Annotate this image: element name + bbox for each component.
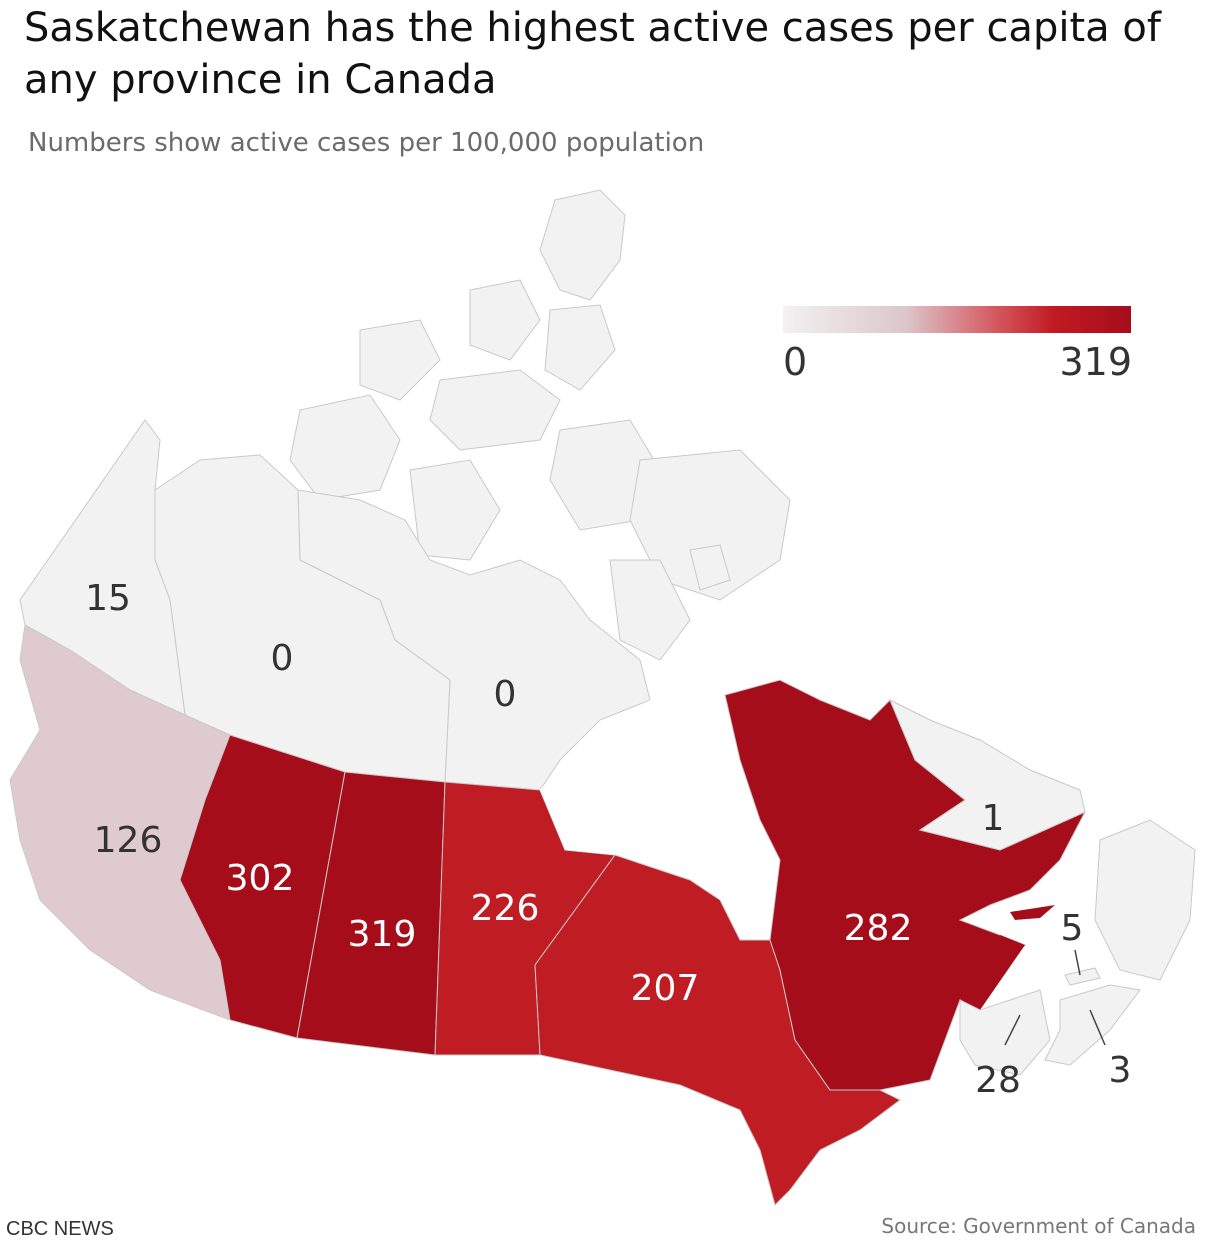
label-pe: 5 <box>1061 908 1084 949</box>
anticosti-island <box>1010 905 1055 920</box>
legend-max-label: 319 <box>1059 340 1132 384</box>
label-bc: 126 <box>94 820 163 861</box>
legend-gradient <box>783 306 1131 333</box>
region-nb <box>959 989 1051 1076</box>
label-sk: 319 <box>348 914 417 955</box>
label-on: 207 <box>631 968 700 1009</box>
label-nt: 0 <box>271 638 294 679</box>
arctic-islands <box>289 189 791 661</box>
map-title: Saskatchewan has the highest active case… <box>24 5 1161 103</box>
label-nu: 0 <box>494 674 517 715</box>
label-ns: 3 <box>1109 1050 1132 1091</box>
leader-lines <box>1004 949 1106 1046</box>
label-nl: 1 <box>982 798 1005 839</box>
label-nb: 28 <box>975 1060 1021 1101</box>
region-on <box>534 854 901 1206</box>
region-ns <box>1044 984 1141 1066</box>
source-credit: Source: Government of Canada <box>881 1214 1196 1238</box>
hudson-bay <box>540 700 780 940</box>
label-yt: 15 <box>85 578 131 619</box>
label-ab: 302 <box>226 858 295 899</box>
region-pe <box>1064 967 1101 986</box>
label-mb: 226 <box>471 888 540 929</box>
gaspe-peninsula <box>960 935 1025 1010</box>
newfoundland-island <box>1094 819 1196 981</box>
map-subtitle: Numbers show active cases per 100,000 po… <box>28 128 705 158</box>
brand-logo-text: CBC NEWS <box>6 1218 114 1240</box>
region-nl <box>889 698 1086 851</box>
label-qc: 282 <box>844 908 913 949</box>
legend-min-label: 0 <box>783 340 808 384</box>
